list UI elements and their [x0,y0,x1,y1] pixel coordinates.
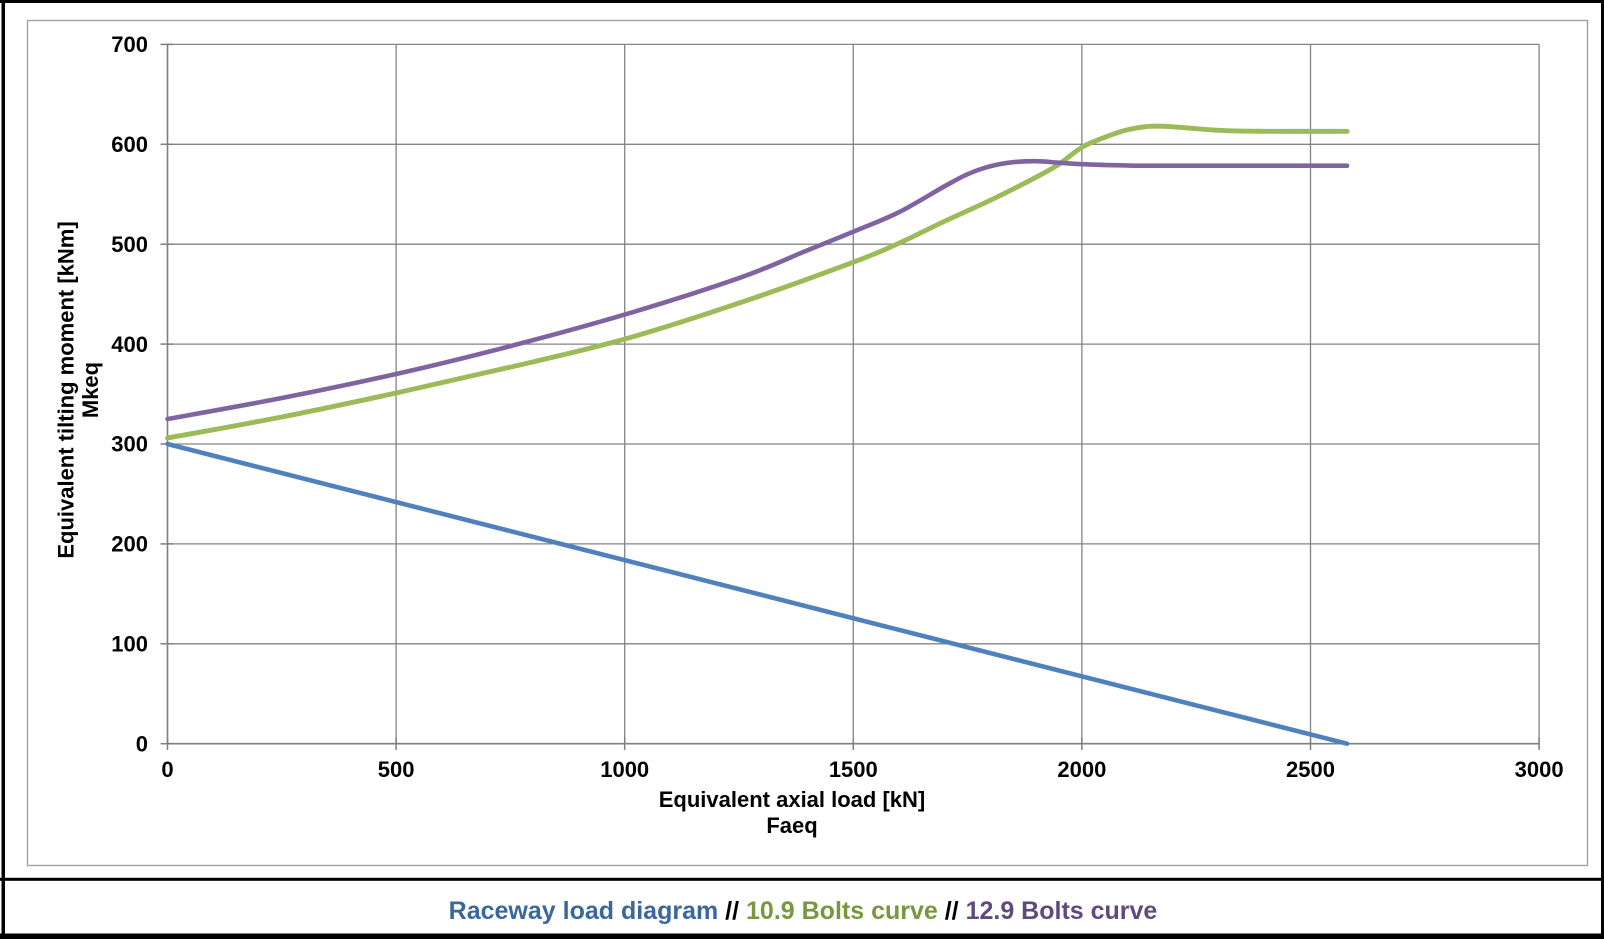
svg-text:Faeq: Faeq [766,813,817,838]
svg-text:0: 0 [161,757,173,782]
svg-text:700: 700 [111,32,148,57]
svg-text:0: 0 [136,731,148,756]
svg-text:Equivalent axial load [kN]: Equivalent axial load [kN] [659,787,926,812]
svg-text:1500: 1500 [829,757,878,782]
svg-text:3000: 3000 [1515,757,1564,782]
svg-text:300: 300 [111,432,148,457]
svg-text:200: 200 [111,532,148,557]
svg-text:500: 500 [111,232,148,257]
svg-text:500: 500 [378,757,415,782]
svg-text:400: 400 [111,332,148,357]
svg-text:100: 100 [111,632,148,657]
svg-text:Equivalent tilting moment [kNm: Equivalent tilting moment [kNm] [54,221,79,558]
svg-text:Mkeq: Mkeq [78,362,103,418]
svg-text:2500: 2500 [1286,757,1335,782]
svg-text:2000: 2000 [1057,757,1106,782]
svg-text:600: 600 [111,132,148,157]
svg-text:1000: 1000 [600,757,649,782]
svg-text:Raceway load diagram // 10.9 B: Raceway load diagram // 10.9 Bolts curve… [449,897,1158,925]
